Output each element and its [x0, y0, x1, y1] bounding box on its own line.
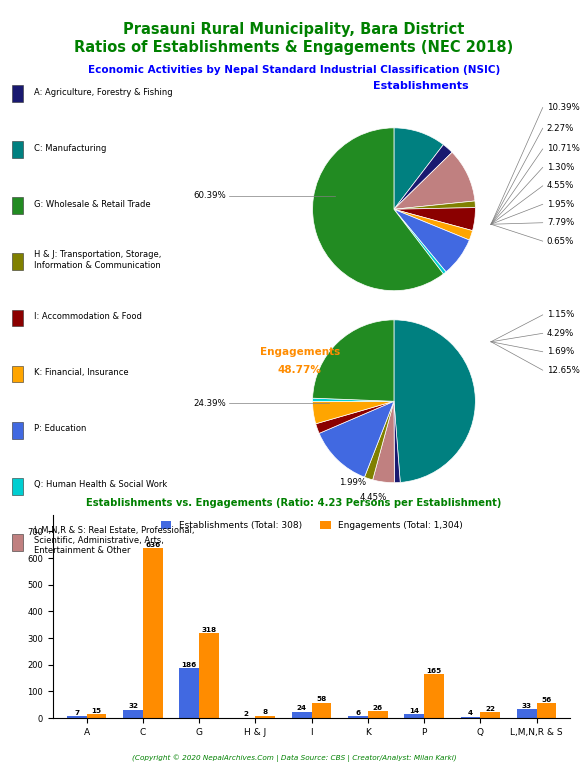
Text: 8: 8	[263, 710, 268, 716]
Text: 1.95%: 1.95%	[547, 200, 574, 209]
Text: H & J: Transportation, Storage,
Information & Communication: H & J: Transportation, Storage, Informat…	[34, 250, 161, 270]
Text: Prasauni Rural Municipality, Bara District: Prasauni Rural Municipality, Bara Distri…	[123, 22, 465, 37]
Bar	[368, 711, 387, 718]
Text: 4: 4	[468, 710, 473, 717]
Text: 0.65%: 0.65%	[547, 237, 574, 246]
Wedge shape	[394, 209, 473, 240]
Wedge shape	[394, 209, 446, 274]
Text: 15: 15	[92, 707, 102, 713]
Text: (Copyright © 2020 NepalArchives.Com | Data Source: CBS | Creator/Analyst: Milan : (Copyright © 2020 NepalArchives.Com | Da…	[132, 754, 456, 762]
Bar	[143, 548, 163, 718]
Wedge shape	[365, 401, 394, 480]
Bar	[123, 710, 143, 718]
Text: 26: 26	[373, 704, 383, 710]
Text: 48.77%: 48.77%	[278, 365, 322, 375]
Bar	[179, 668, 199, 718]
Text: 14: 14	[409, 708, 419, 713]
Bar	[537, 703, 556, 718]
Bar	[312, 703, 331, 718]
Text: Engagements: Engagements	[260, 347, 340, 357]
Text: 318: 318	[202, 627, 216, 633]
Text: 2.27%: 2.27%	[547, 124, 574, 133]
Text: 1.99%: 1.99%	[339, 478, 366, 487]
Wedge shape	[313, 127, 443, 290]
Legend: Establishments (Total: 308), Engagements (Total: 1,304): Establishments (Total: 308), Engagements…	[159, 519, 465, 531]
Text: 165: 165	[426, 667, 442, 674]
Text: 636: 636	[145, 542, 161, 548]
Text: 10.71%: 10.71%	[547, 144, 580, 154]
Bar	[480, 712, 500, 718]
Text: Economic Activities by Nepal Standard Industrial Classification (NSIC): Economic Activities by Nepal Standard In…	[88, 65, 500, 74]
Wedge shape	[313, 401, 394, 424]
Bar	[424, 674, 444, 718]
Wedge shape	[394, 319, 475, 482]
Text: 58: 58	[316, 696, 326, 702]
Bar	[199, 634, 219, 718]
Text: Ratios of Establishments & Engagements (NEC 2018): Ratios of Establishments & Engagements (…	[74, 40, 514, 55]
Text: A: Agriculture, Forestry & Fishing: A: Agriculture, Forestry & Fishing	[34, 88, 172, 97]
Text: 33: 33	[522, 703, 532, 709]
Text: G: Wholesale & Retail Trade: G: Wholesale & Retail Trade	[34, 200, 150, 209]
Wedge shape	[394, 201, 475, 209]
Wedge shape	[316, 401, 394, 433]
Wedge shape	[394, 209, 469, 272]
Text: 10.39%: 10.39%	[547, 103, 580, 112]
Text: 4.55%: 4.55%	[547, 181, 574, 190]
Text: 6: 6	[356, 710, 360, 716]
Text: C: Manufacturing: C: Manufacturing	[34, 144, 106, 153]
Bar	[460, 717, 480, 718]
Text: Q: Human Health & Social Work: Q: Human Health & Social Work	[34, 480, 167, 489]
Bar	[405, 714, 424, 718]
Text: 2: 2	[243, 711, 248, 717]
Text: 1.15%: 1.15%	[547, 310, 574, 319]
Text: 60.39%: 60.39%	[193, 191, 226, 200]
Wedge shape	[313, 319, 394, 401]
Text: I: Accommodation & Food: I: Accommodation & Food	[34, 312, 141, 321]
Wedge shape	[394, 152, 475, 209]
Bar	[292, 712, 312, 718]
Text: 32: 32	[128, 703, 138, 709]
Text: 186: 186	[182, 662, 197, 668]
Text: 4.29%: 4.29%	[547, 329, 574, 338]
Text: 1.69%: 1.69%	[547, 347, 574, 356]
Text: 12.65%: 12.65%	[547, 366, 580, 375]
Bar	[67, 717, 86, 718]
Wedge shape	[394, 144, 452, 209]
Text: P: Education: P: Education	[34, 424, 86, 433]
Text: Establishments vs. Engagements (Ratio: 4.23 Persons per Establishment): Establishments vs. Engagements (Ratio: 4…	[86, 498, 502, 508]
Wedge shape	[313, 398, 394, 402]
Text: 22: 22	[485, 706, 495, 712]
Text: 4.45%: 4.45%	[360, 493, 387, 502]
Text: 1.30%: 1.30%	[547, 163, 574, 172]
Bar	[348, 717, 368, 718]
Text: 7.79%: 7.79%	[547, 218, 574, 227]
Text: 24: 24	[297, 705, 307, 711]
Text: 56: 56	[542, 697, 552, 703]
Text: K: Financial, Insurance: K: Financial, Insurance	[34, 368, 128, 377]
Wedge shape	[394, 127, 443, 209]
Wedge shape	[319, 401, 394, 477]
Bar	[255, 716, 275, 718]
Wedge shape	[394, 401, 400, 482]
Bar	[517, 710, 537, 718]
Text: 24.39%: 24.39%	[193, 399, 226, 408]
Bar	[86, 714, 106, 718]
Text: L,M,N,R & S: Real Estate, Professional,
Scientific, Administrative, Arts,
Entert: L,M,N,R & S: Real Estate, Professional, …	[34, 525, 194, 555]
Wedge shape	[394, 207, 475, 230]
Text: Establishments: Establishments	[373, 81, 468, 91]
Text: 7: 7	[74, 710, 79, 716]
Wedge shape	[373, 401, 395, 482]
